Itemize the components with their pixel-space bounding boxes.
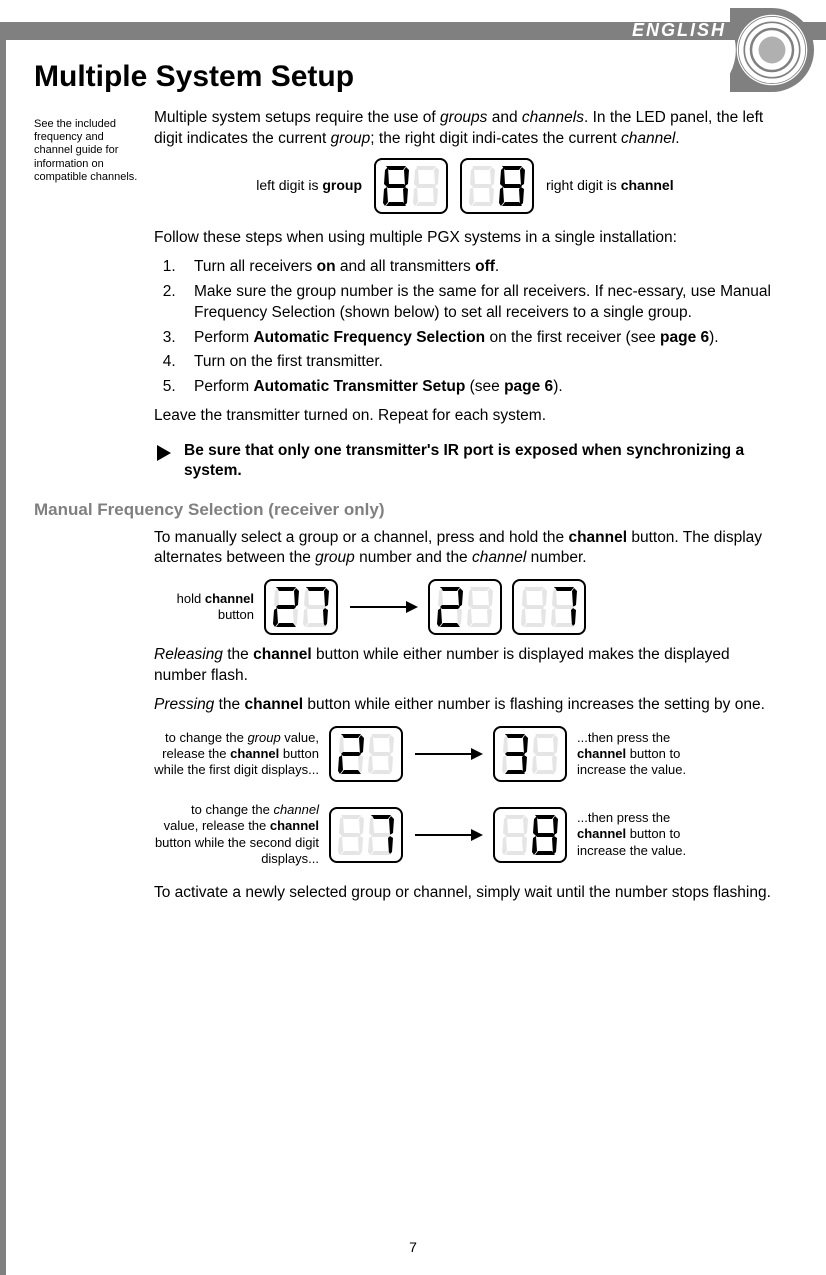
step-2: Make sure the group number is the same f… bbox=[180, 282, 774, 324]
lcd-hold-3 bbox=[512, 579, 586, 635]
page-number: 7 bbox=[0, 1239, 826, 1255]
press-p: Pressing the channel button while either… bbox=[154, 695, 774, 716]
change-channel-left-caption: to change the channel value, release the… bbox=[154, 802, 319, 867]
left-gray-border bbox=[0, 40, 6, 1275]
manual-p1: To manually select a group or a channel,… bbox=[154, 528, 774, 570]
step-5: Perform Automatic Transmitter Setup (see… bbox=[180, 377, 774, 398]
lcd-hold-1 bbox=[264, 579, 338, 635]
lcd-channel-1 bbox=[329, 807, 403, 863]
lcd-left bbox=[374, 158, 448, 214]
right-digit-label: right digit is channel bbox=[546, 176, 726, 195]
follow-steps-intro: Follow these steps when using multiple P… bbox=[154, 228, 774, 249]
page-title: Multiple System Setup bbox=[34, 60, 796, 94]
change-channel-right-caption: ...then press the channel button to incr… bbox=[577, 810, 707, 859]
lcd-group-1 bbox=[329, 726, 403, 782]
lcd-hold-2 bbox=[428, 579, 502, 635]
lcd-right bbox=[460, 158, 534, 214]
change-group-left-caption: to change the group value, release the c… bbox=[154, 730, 319, 779]
activate-p: To activate a newly selected group or ch… bbox=[154, 883, 774, 904]
fig-change-group: to change the group value, release the c… bbox=[154, 726, 774, 782]
language-label: ENGLISH bbox=[632, 20, 726, 41]
step-4: Turn on the first transmitter. bbox=[180, 352, 774, 373]
intro-paragraph: Multiple system setups require the use o… bbox=[154, 108, 774, 150]
arrow-icon bbox=[413, 825, 483, 845]
lcd-channel-2 bbox=[493, 807, 567, 863]
fig-hold-channel: hold channel button bbox=[154, 579, 774, 635]
hold-channel-label: hold channel button bbox=[154, 591, 254, 624]
left-digit-label: left digit is group bbox=[202, 176, 362, 195]
arrow-icon bbox=[413, 744, 483, 764]
warning-triangle-icon bbox=[154, 443, 174, 463]
step-3: Perform Automatic Frequency Selection on… bbox=[180, 328, 774, 349]
group-channel-display: left digit is group right di bbox=[154, 158, 774, 214]
fig-change-channel: to change the channel value, release the… bbox=[154, 802, 774, 867]
warning-row: Be sure that only one transmitter's IR p… bbox=[154, 441, 774, 481]
lcd-group-2 bbox=[493, 726, 567, 782]
steps-list: Turn all receivers on and all transmitte… bbox=[180, 257, 774, 399]
manual-freq-subhead: Manual Frequency Selection (receiver onl… bbox=[34, 500, 796, 520]
release-p: Releasing the channel button while eithe… bbox=[154, 645, 774, 687]
step-1: Turn all receivers on and all transmitte… bbox=[180, 257, 774, 278]
arrow-icon bbox=[348, 597, 418, 617]
leave-transmitter-note: Leave the transmitter turned on. Repeat … bbox=[154, 406, 774, 427]
warning-text: Be sure that only one transmitter's IR p… bbox=[184, 441, 774, 481]
change-group-right-caption: ...then press the channel button to incr… bbox=[577, 730, 707, 779]
side-note: See the included frequency and channel g… bbox=[34, 118, 144, 184]
